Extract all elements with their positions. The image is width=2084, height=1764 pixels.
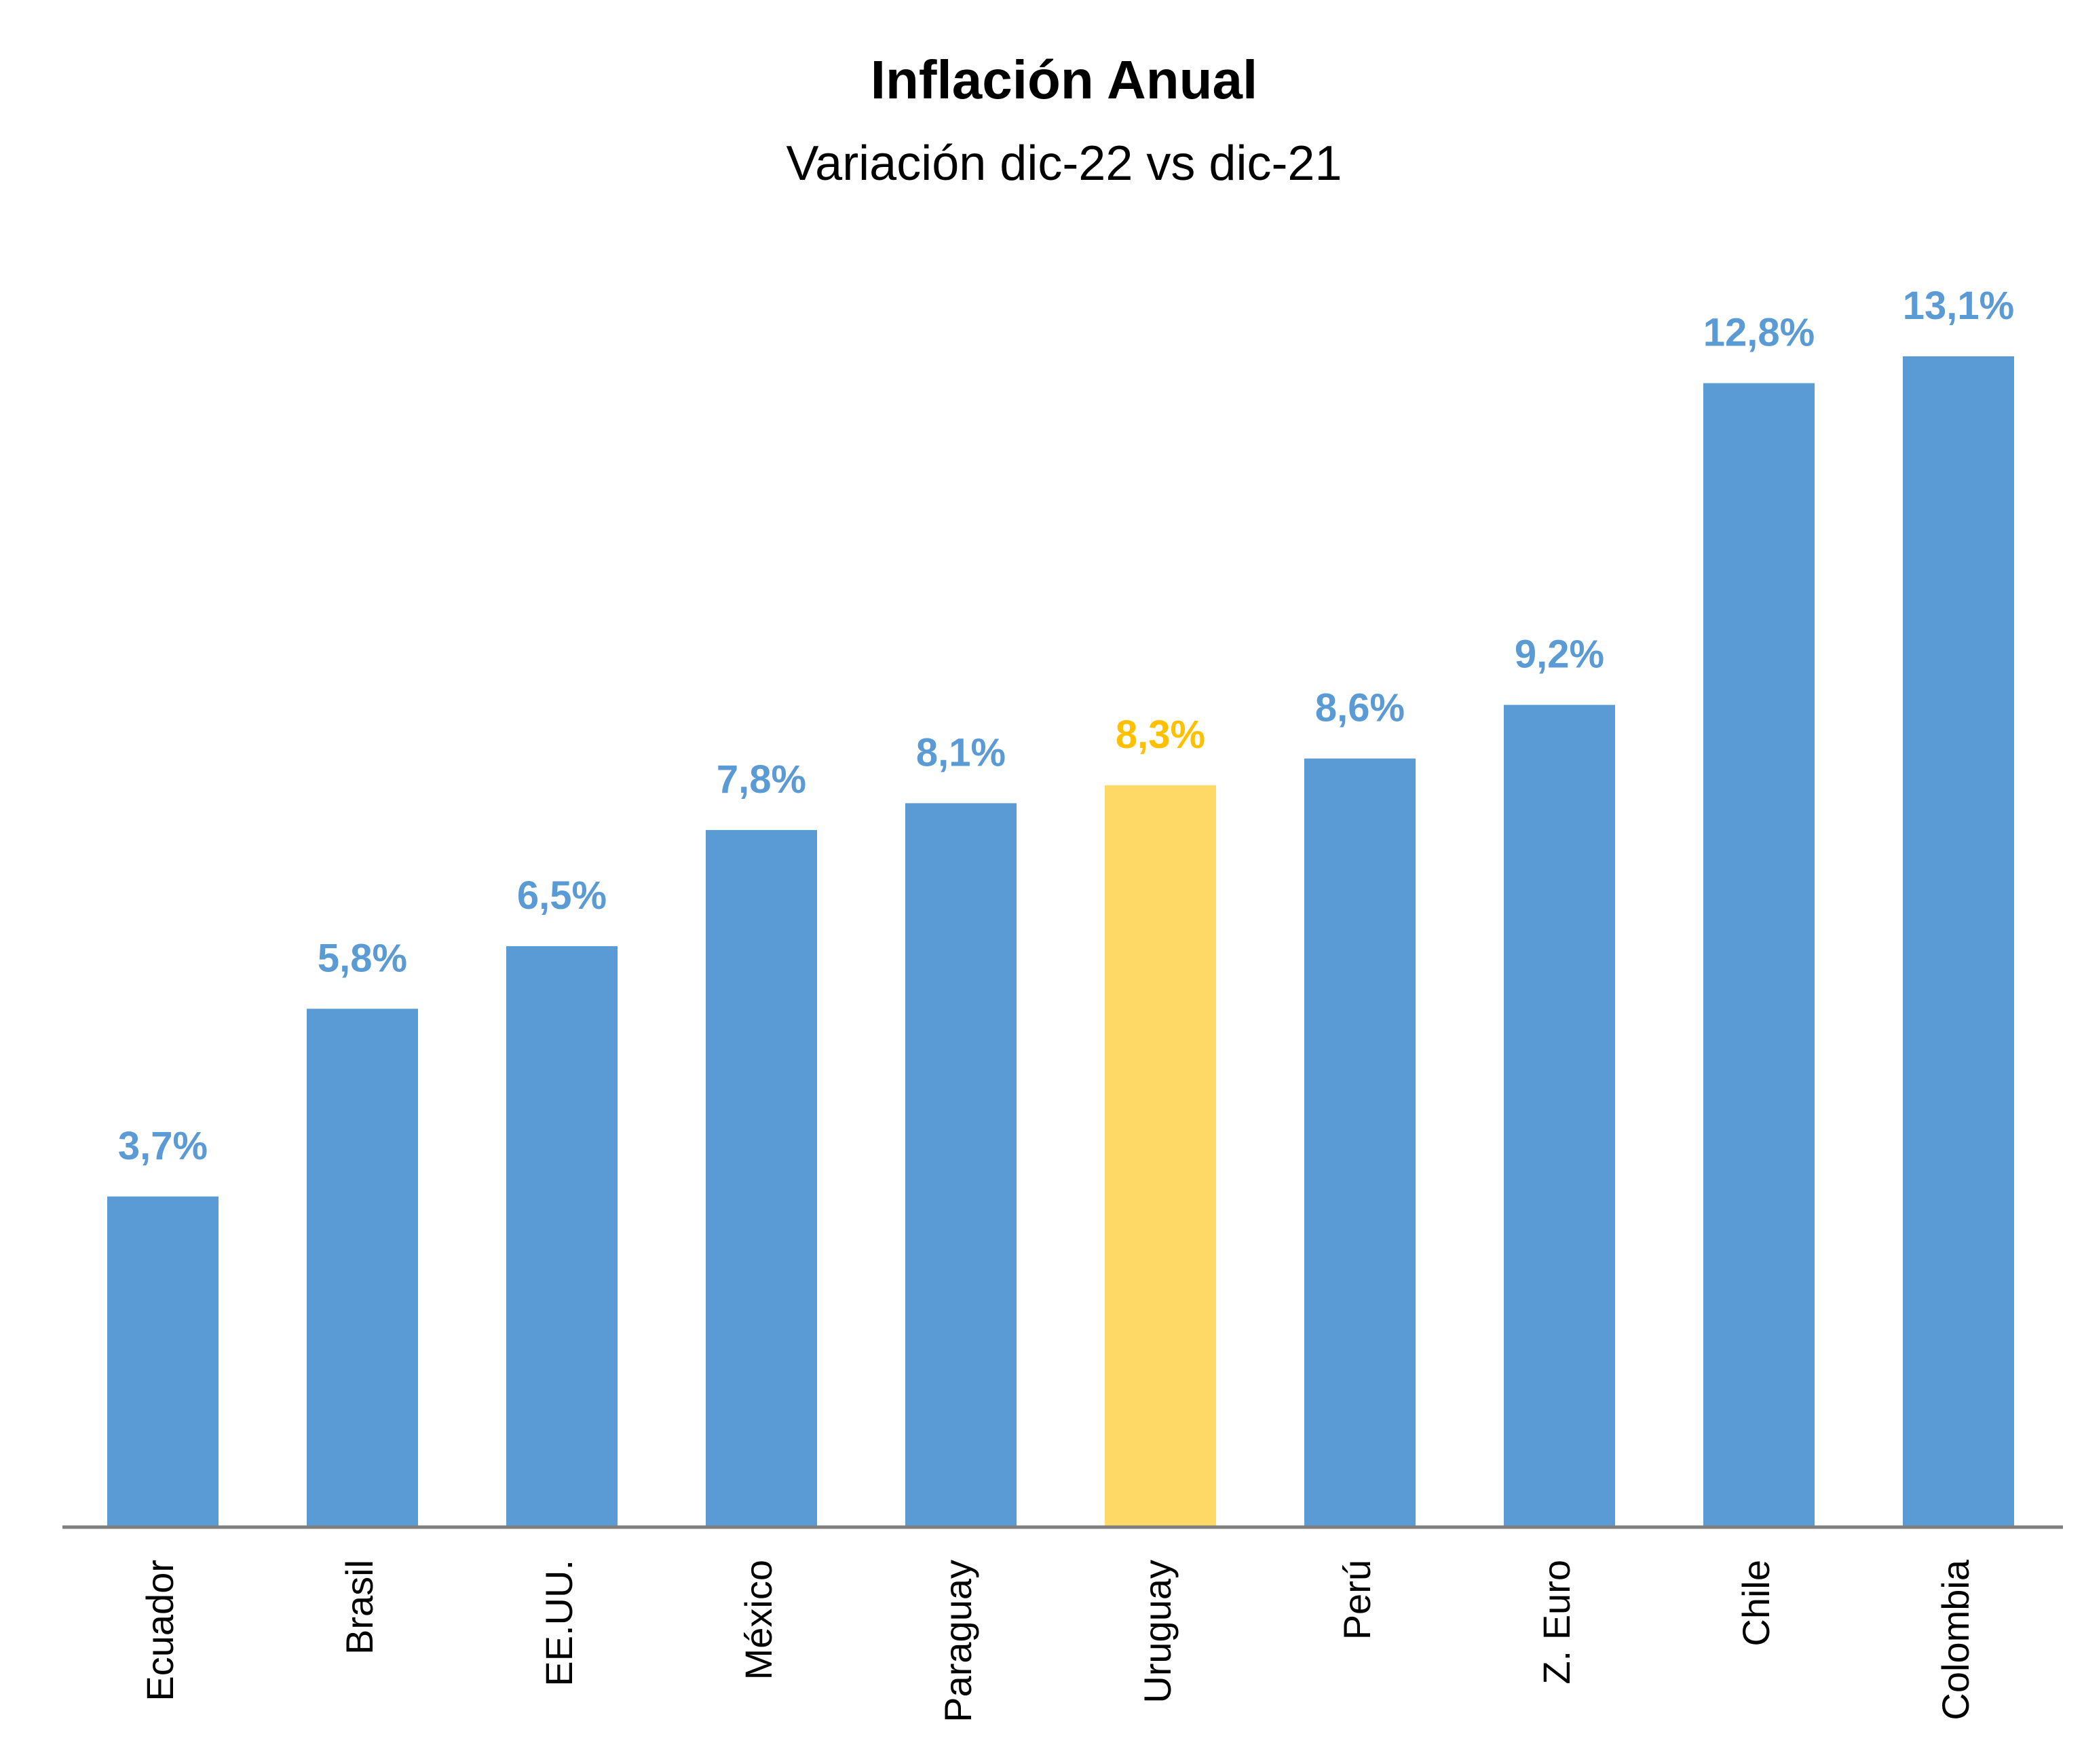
category-label-colombia: Colombia xyxy=(1934,1559,1977,1720)
category-label-ee-uu: EE.UU. xyxy=(537,1560,580,1687)
value-label-brasil: 5,8% xyxy=(318,936,407,980)
bar-z-euro xyxy=(1504,705,1615,1527)
bar-ecuador xyxy=(107,1196,219,1527)
category-label-peru: Perú xyxy=(1335,1560,1378,1640)
value-label-peru: 8,6% xyxy=(1315,686,1405,730)
value-label-paraguay: 8,1% xyxy=(916,730,1006,774)
value-label-ecuador: 3,7% xyxy=(118,1124,208,1168)
value-labels-group: 3,7% 5,8% 6,5% 7,8% 8,1% 8,3% 8,6% 9,2% 12,8% 13,… xyxy=(118,284,2014,1168)
bar-chile xyxy=(1703,383,1815,1527)
bar-uruguay xyxy=(1105,785,1216,1527)
bar-ee-uu xyxy=(506,946,618,1527)
chart-subtitle: Variación dic-22 vs dic-21 xyxy=(786,136,1342,191)
category-label-mexico: México xyxy=(737,1560,780,1680)
value-label-colombia: 13,1% xyxy=(1903,284,2014,328)
bar-brasil xyxy=(307,1009,418,1527)
chart-title: Inflación Anual xyxy=(871,50,1257,110)
category-label-chile: Chile xyxy=(1735,1560,1777,1647)
category-label-brasil: Brasil xyxy=(338,1560,381,1655)
category-label-uruguay: Uruguay xyxy=(1136,1560,1179,1704)
value-label-chile: 12,8% xyxy=(1703,311,1815,355)
value-label-ee-uu: 6,5% xyxy=(517,874,607,918)
value-label-z-euro: 9,2% xyxy=(1515,633,1604,677)
category-label-paraguay: Paraguay xyxy=(936,1560,979,1723)
value-label-mexico: 7,8% xyxy=(717,757,806,802)
bar-colombia xyxy=(1903,356,2014,1527)
category-labels-group: Ecuador Brasil EE.UU. México Paraguay Uruguay… xyxy=(138,1559,1977,1723)
bar-peru xyxy=(1304,758,1416,1527)
bar-paraguay xyxy=(905,803,1017,1527)
value-label-uruguay: 8,3% xyxy=(1116,713,1205,757)
bars-group xyxy=(107,356,2014,1527)
category-label-z-euro: Z. Euro xyxy=(1535,1560,1578,1685)
bar-mexico xyxy=(706,829,817,1527)
category-label-ecuador: Ecuador xyxy=(138,1560,181,1702)
